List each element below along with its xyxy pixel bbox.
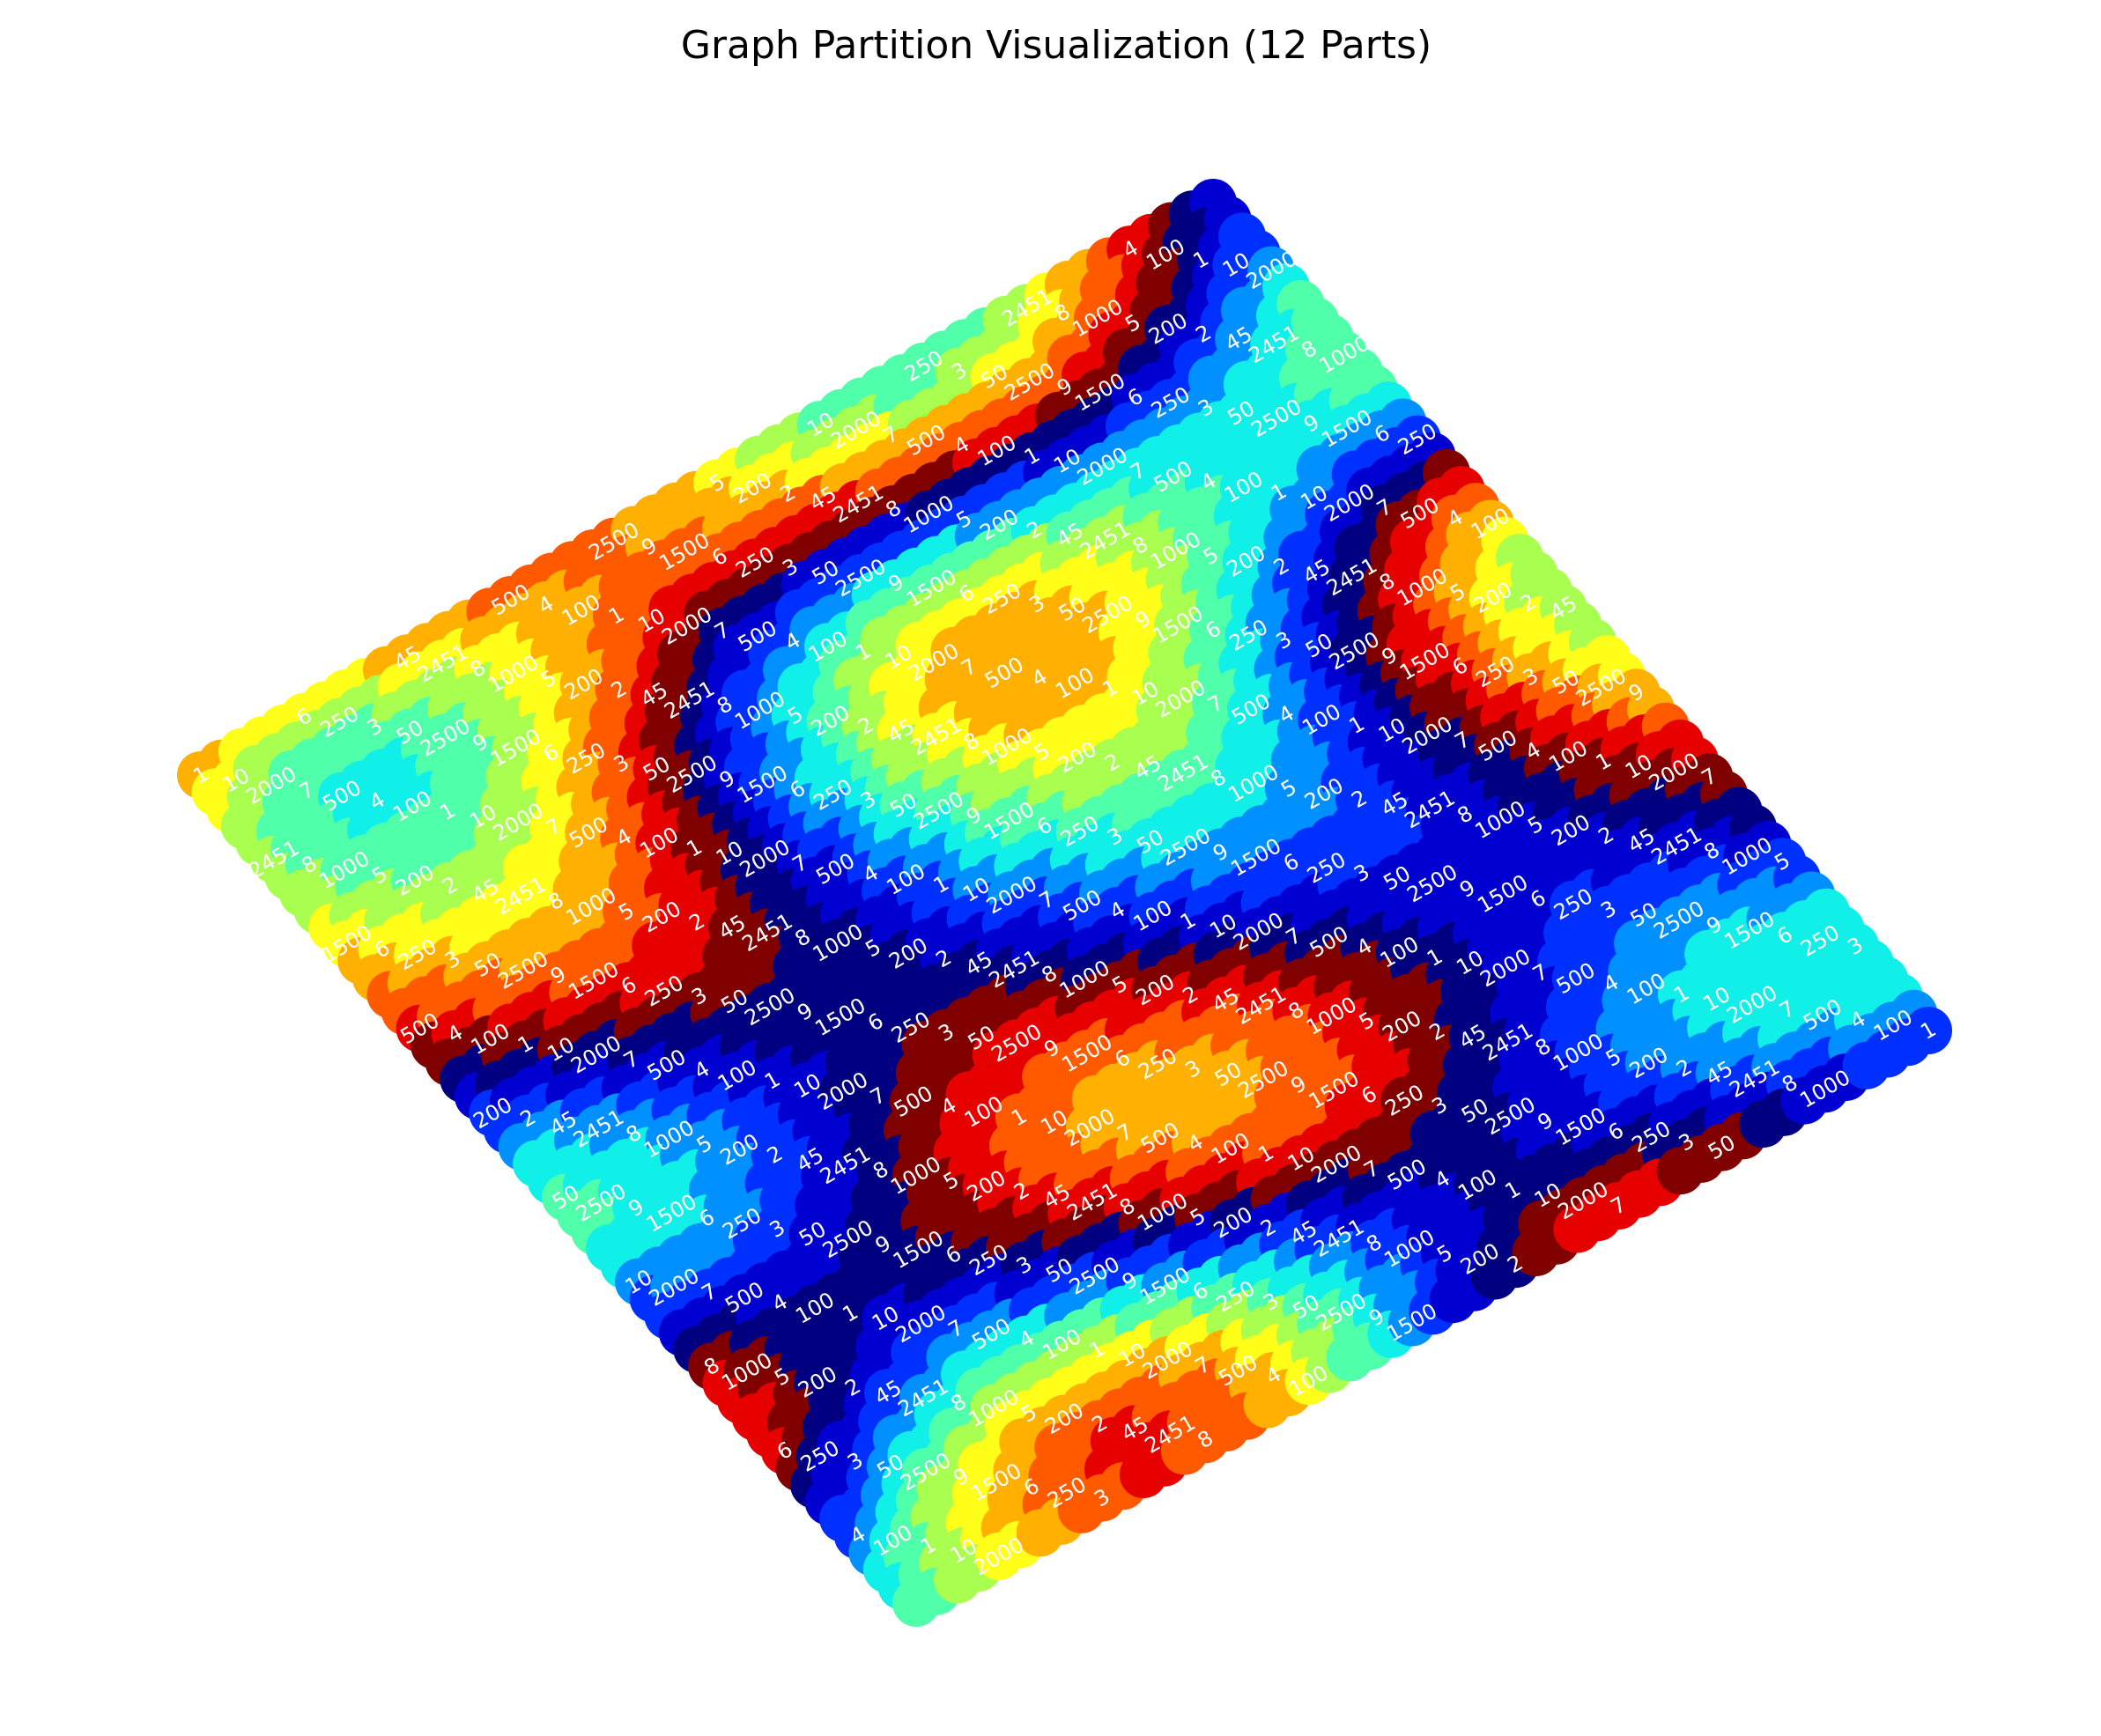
graph-node [1905,1007,1952,1054]
node-layer [177,179,1952,1627]
chart-title: Graph Partition Visualization (12 Parts) [681,23,1431,68]
